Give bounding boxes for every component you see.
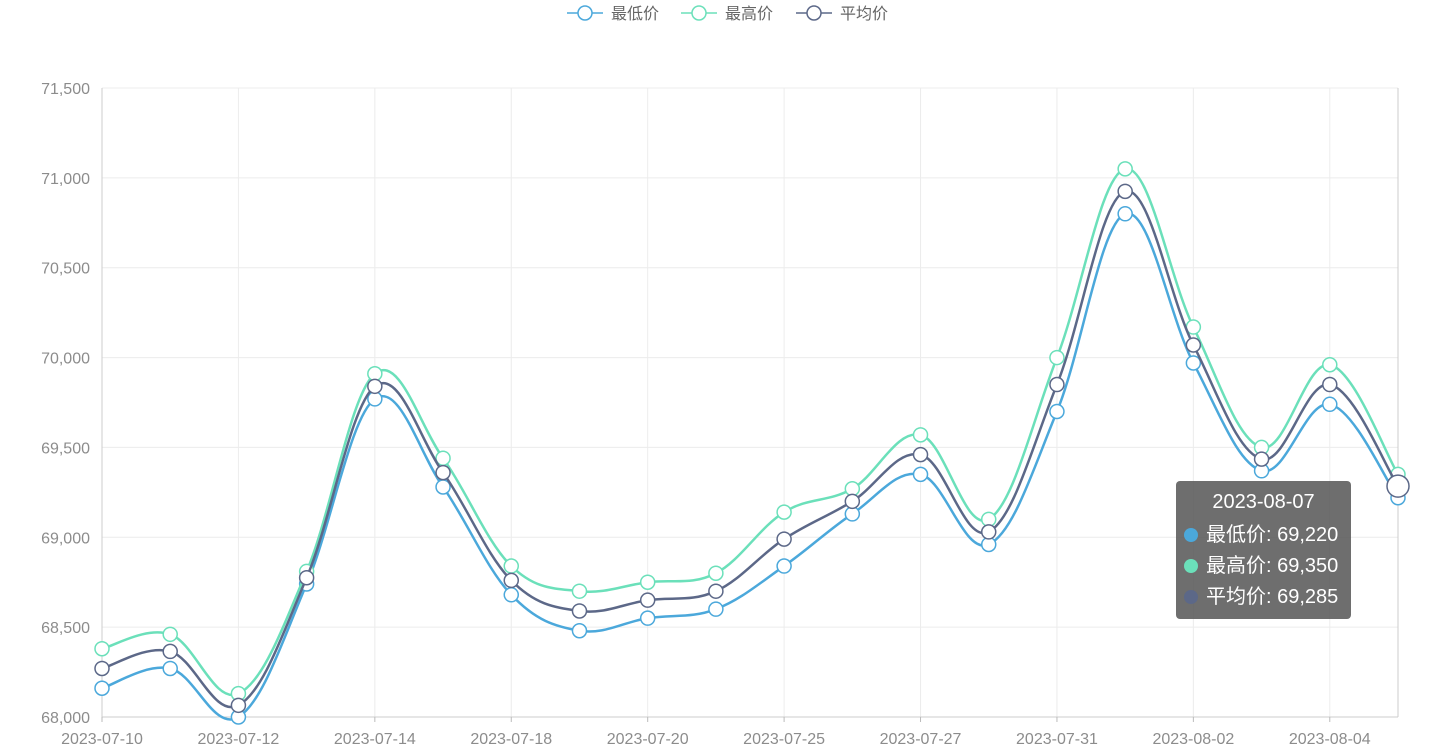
tooltip-title: 2023-08-07 bbox=[1212, 491, 1315, 513]
data-point[interactable] bbox=[1117, 206, 1133, 222]
data-point[interactable] bbox=[503, 558, 520, 574]
tooltip-dot-avg bbox=[1184, 590, 1198, 604]
legend-label: 平均价 bbox=[840, 5, 888, 23]
data-point[interactable] bbox=[776, 558, 792, 574]
x-tick-label: 2023-07-27 bbox=[880, 731, 962, 748]
y-tick-label: 70,000 bbox=[41, 351, 90, 368]
tooltip-row-label: 最低价: 69,220 bbox=[1206, 524, 1339, 546]
data-point[interactable] bbox=[162, 660, 178, 677]
data-point[interactable] bbox=[94, 640, 110, 657]
data-point[interactable] bbox=[435, 464, 451, 481]
data-point[interactable] bbox=[776, 531, 792, 547]
data-point[interactable] bbox=[1253, 451, 1270, 467]
x-tick-label: 2023-07-10 bbox=[61, 731, 143, 748]
data-point[interactable] bbox=[1049, 403, 1065, 420]
x-tick-label: 2023-07-12 bbox=[197, 731, 279, 748]
tooltip-row-avg: 平均价: 69,285 bbox=[1184, 582, 1343, 613]
x-tick-label: 2023-07-31 bbox=[1016, 731, 1098, 748]
data-point[interactable] bbox=[503, 587, 520, 603]
tooltip-row-max: 最高价: 69,350 bbox=[1184, 551, 1343, 582]
x-tick-label: 2023-07-25 bbox=[743, 731, 825, 748]
legend-marker-icon bbox=[691, 5, 707, 21]
data-point[interactable] bbox=[571, 603, 588, 619]
legend-marker-icon bbox=[806, 5, 822, 21]
x-tick-label: 2023-07-18 bbox=[470, 731, 552, 748]
y-tick-label: 70,500 bbox=[41, 261, 90, 278]
data-point[interactable] bbox=[162, 643, 178, 660]
y-tick-label: 68,500 bbox=[41, 620, 90, 637]
data-point[interactable] bbox=[1185, 355, 1202, 371]
data-point[interactable] bbox=[1117, 183, 1133, 200]
series-min bbox=[94, 206, 1406, 725]
x-tick-label: 2023-08-02 bbox=[1152, 731, 1234, 748]
data-point[interactable] bbox=[708, 565, 724, 581]
data-point[interactable] bbox=[1322, 357, 1338, 373]
legend-marker-icon bbox=[577, 5, 593, 21]
data-point[interactable] bbox=[1049, 376, 1065, 393]
y-tick-label: 71,500 bbox=[41, 81, 90, 98]
legend[interactable]: 最低价 最高价 平均价 bbox=[567, 5, 888, 23]
data-point[interactable] bbox=[230, 697, 247, 714]
data-point[interactable] bbox=[912, 446, 929, 463]
y-tick-label: 68,000 bbox=[41, 710, 90, 727]
data-point[interactable] bbox=[639, 610, 656, 626]
data-point[interactable] bbox=[298, 569, 315, 586]
tooltip-row-label: 最高价: 69,350 bbox=[1206, 555, 1339, 577]
legend-item-min[interactable]: 最低价 bbox=[567, 5, 659, 23]
data-point[interactable] bbox=[776, 504, 792, 520]
tooltip-dot-max bbox=[1184, 559, 1198, 573]
tooltip-row-label: 平均价: 69,285 bbox=[1206, 586, 1339, 608]
series-group bbox=[94, 161, 1410, 725]
tooltip-dot-min bbox=[1184, 528, 1198, 542]
data-point[interactable] bbox=[94, 680, 110, 696]
legend-label: 最低价 bbox=[611, 5, 659, 23]
legend-item-avg[interactable]: 平均价 bbox=[796, 5, 888, 23]
data-point[interactable] bbox=[1117, 161, 1133, 177]
x-tick-label: 2023-07-20 bbox=[607, 731, 689, 748]
series-line-min bbox=[101, 212, 1400, 721]
data-point[interactable] bbox=[1322, 396, 1338, 413]
series-avg bbox=[94, 183, 1410, 714]
data-point[interactable] bbox=[1386, 474, 1410, 498]
series-max bbox=[94, 161, 1406, 702]
data-point[interactable] bbox=[94, 660, 110, 677]
data-point[interactable] bbox=[1049, 349, 1065, 366]
data-point[interactable] bbox=[844, 493, 861, 510]
axes bbox=[101, 88, 1399, 718]
data-point[interactable] bbox=[367, 378, 383, 395]
data-point[interactable] bbox=[503, 572, 520, 589]
data-point[interactable] bbox=[1185, 337, 1202, 353]
tooltip: 2023-08-07 最低价: 69,220 最高价: 69,350 平均价: … bbox=[1176, 481, 1351, 619]
data-point[interactable] bbox=[708, 583, 724, 599]
grid-lines bbox=[101, 87, 1398, 718]
data-point[interactable] bbox=[571, 622, 588, 639]
data-point[interactable] bbox=[162, 626, 178, 643]
y-axis-ticks: 68,000 68,500 69,000 69,500 70,000 70,500 71,0… bbox=[41, 81, 90, 727]
x-tick-label: 2023-08-04 bbox=[1289, 731, 1371, 748]
legend-item-max[interactable]: 最高价 bbox=[681, 5, 773, 23]
y-tick-label: 69,000 bbox=[41, 530, 90, 547]
y-tick-label: 69,500 bbox=[41, 440, 90, 457]
data-point[interactable] bbox=[912, 466, 929, 483]
data-point[interactable] bbox=[639, 574, 656, 590]
x-axis-ticks: 2023-07-10 2023-07-12 2023-07-14 2023-07-18… bbox=[61, 717, 1371, 748]
tooltip-row-min: 最低价: 69,220 bbox=[1184, 520, 1343, 551]
data-point[interactable] bbox=[639, 592, 656, 608]
series-line-avg bbox=[101, 190, 1400, 709]
data-point[interactable] bbox=[708, 601, 724, 617]
y-tick-label: 71,000 bbox=[41, 171, 90, 188]
data-point[interactable] bbox=[980, 524, 997, 540]
x-tick-label: 2023-07-14 bbox=[334, 731, 416, 748]
data-point[interactable] bbox=[571, 583, 588, 599]
data-point[interactable] bbox=[912, 427, 929, 443]
data-point[interactable] bbox=[1322, 376, 1338, 393]
legend-label: 最高价 bbox=[725, 5, 773, 23]
